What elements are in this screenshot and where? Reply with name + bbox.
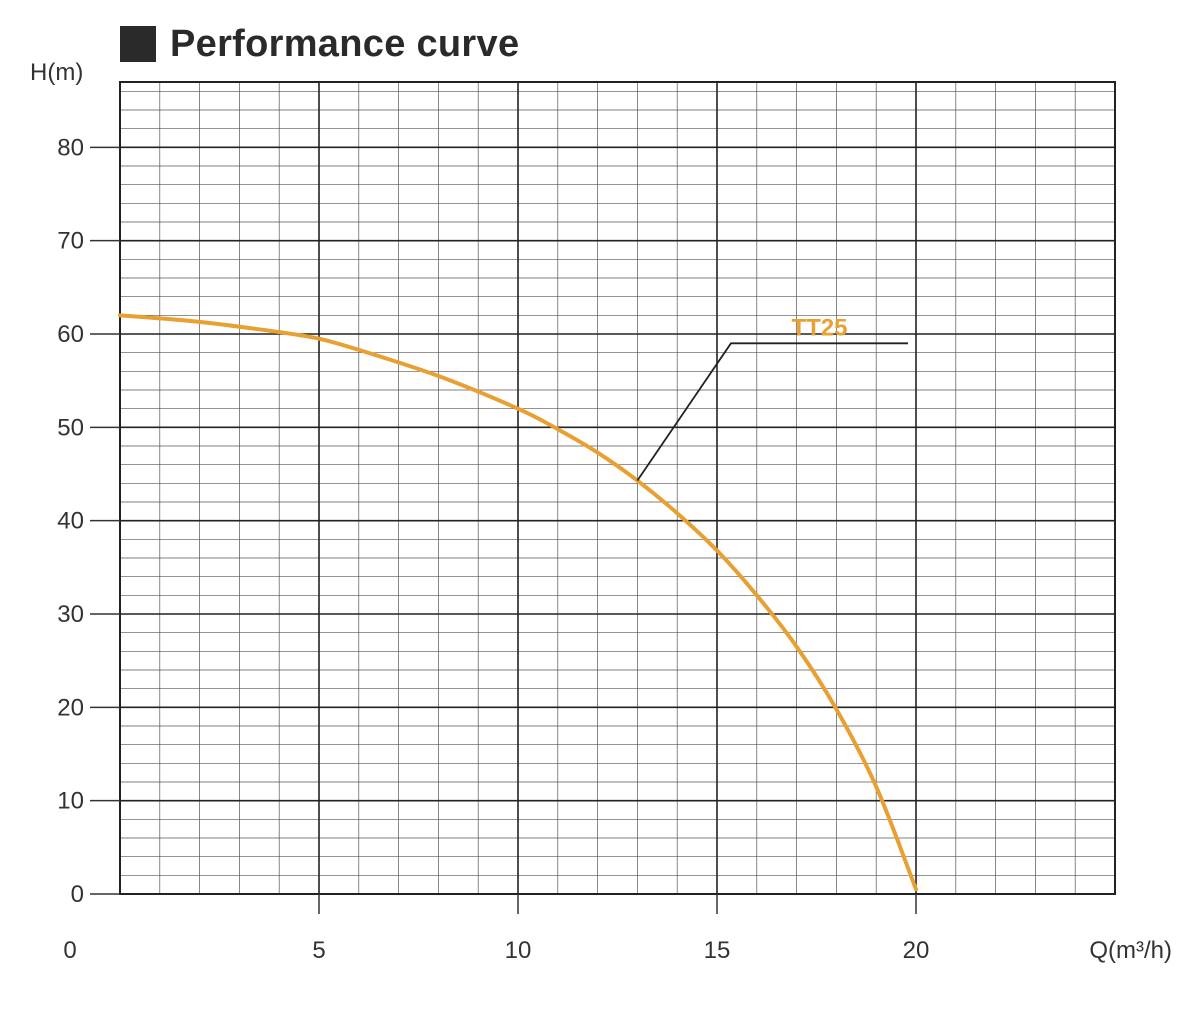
y-tick-label: 80 [57, 134, 84, 161]
axis-labels: 0 10 20 30 40 50 60 70 80 0 5 10 15 20 H(m) Q(m³/h) [30, 59, 1172, 964]
y-axis-label: H(m) [30, 59, 83, 86]
x-axis-label: Q(m³/h) [1089, 937, 1172, 964]
y-tick-label: 60 [57, 321, 84, 348]
y-tick-label: 50 [57, 414, 84, 441]
y-tick-label: 40 [57, 508, 84, 535]
series-group: TT25 [118, 313, 918, 892]
y-tick-label: 70 [57, 228, 84, 255]
chart-title-text: Performance curve [170, 22, 520, 65]
series-leader-line [636, 342, 909, 482]
x-tick-label: 10 [505, 937, 532, 964]
x-tick-label: 5 [312, 937, 325, 964]
series-line-tt25 [118, 313, 918, 892]
title-square-icon [120, 26, 156, 62]
x-tick-label: 0 [63, 937, 76, 964]
minor-grid [120, 82, 1115, 894]
y-tick-label: 20 [57, 694, 84, 721]
y-tick-label: 0 [71, 881, 84, 908]
x-tick-label: 15 [704, 937, 731, 964]
y-tick-label: 10 [57, 788, 84, 815]
major-grid [119, 82, 1116, 895]
axis-ticks [90, 146, 917, 914]
plot-frame [119, 81, 1116, 895]
y-tick-label: 30 [57, 601, 84, 628]
x-tick-label: 20 [903, 937, 930, 964]
series-label-tt25: TT25 [791, 314, 847, 341]
chart-title: Performance curve [120, 22, 519, 66]
